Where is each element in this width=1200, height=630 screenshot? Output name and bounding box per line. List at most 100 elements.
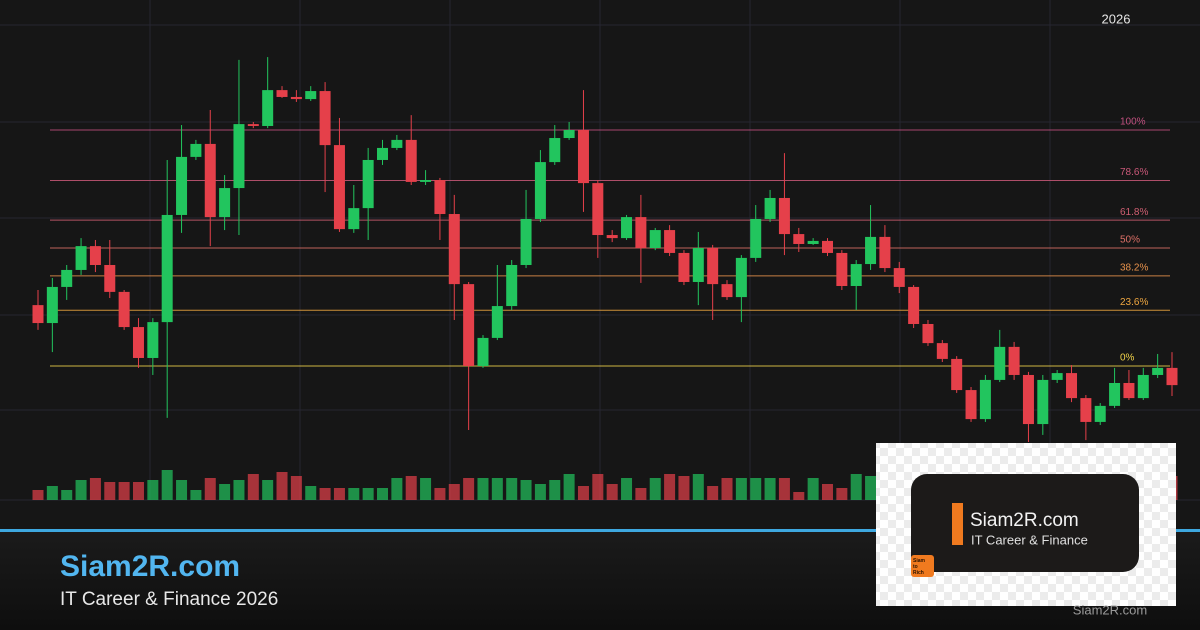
volume-bar [534, 484, 546, 500]
volume-bar [319, 488, 331, 500]
candle-body [563, 130, 575, 139]
volume-bar [46, 486, 58, 500]
candle-body [1022, 374, 1034, 425]
candle-body [477, 337, 489, 366]
volume-bar [61, 490, 73, 500]
volume-bar [362, 488, 374, 500]
candle-body [132, 327, 144, 358]
candle-body [764, 197, 776, 219]
candle-body [362, 159, 374, 209]
volume-bar [104, 482, 116, 500]
candle-body [233, 124, 245, 189]
candle-body [1080, 398, 1092, 422]
candle-body [204, 143, 216, 218]
candle-body [1123, 382, 1135, 399]
candle-body [577, 130, 589, 184]
candle-body [1051, 373, 1063, 380]
volume-bar [132, 482, 144, 500]
candle-body [434, 180, 446, 215]
volume-bar [549, 480, 561, 500]
volume-bar [276, 472, 288, 500]
candle-body [262, 90, 274, 126]
card-title: Siam2R.com [970, 510, 1079, 531]
candle-body [836, 252, 848, 286]
volume-bar [506, 478, 518, 500]
volume-bar [664, 474, 676, 500]
volume-bar [377, 488, 389, 500]
candle-body [735, 257, 747, 298]
volume-bar [32, 490, 44, 500]
candle-body [190, 143, 202, 157]
candle-body [821, 240, 833, 253]
candle-body [420, 180, 432, 182]
candle-body [592, 183, 604, 236]
volume-bar [821, 484, 833, 500]
candle-body [807, 240, 819, 244]
candle-body [721, 284, 733, 298]
logo-card: Siam2R.com IT Career & Finance Siam to R… [876, 443, 1176, 606]
candle-body [290, 96, 302, 100]
card [911, 474, 1139, 572]
candle-body [463, 284, 475, 366]
candle-body [305, 91, 317, 100]
candle-body [1166, 367, 1178, 386]
candle-body [61, 269, 73, 287]
volume-bar [448, 484, 460, 500]
volume-bar [491, 478, 503, 500]
volume-bar [405, 476, 417, 500]
volume-bar [247, 474, 259, 500]
candle-body [865, 236, 877, 265]
candle-body [147, 322, 159, 358]
fib-label: 50% [1120, 235, 1140, 246]
fib-label: 23.6% [1120, 297, 1148, 308]
candle-body [621, 217, 633, 239]
candle-body [506, 264, 518, 307]
candle-body [692, 248, 704, 282]
candle-body [520, 218, 532, 265]
volume-bar [434, 488, 446, 500]
candle-body [104, 264, 116, 292]
divider [0, 529, 1200, 532]
candle-body [1152, 367, 1164, 375]
volume-bar [463, 478, 475, 500]
volume-bar [649, 478, 661, 500]
candle-body [1137, 374, 1149, 399]
volume-bar [721, 478, 733, 500]
candle-body [1008, 346, 1020, 375]
volume-bar [89, 478, 101, 500]
candle-body [793, 234, 805, 244]
candle-body [606, 235, 618, 239]
candle-body [176, 156, 188, 215]
candle-body [491, 306, 503, 338]
candle-body [965, 390, 977, 420]
volume-bar [707, 486, 719, 500]
fib-label: 61.8% [1120, 207, 1148, 218]
fib-label: 0% [1120, 353, 1135, 364]
candle-body [46, 286, 58, 324]
volume-bar [850, 474, 862, 500]
candle-body [750, 218, 762, 258]
candle-body [247, 124, 259, 126]
candle-body [1037, 379, 1049, 425]
volume-bar [592, 474, 604, 500]
card-accent [952, 503, 963, 545]
volume-bar [477, 478, 489, 500]
volume-bar [520, 480, 532, 500]
volume-bar [577, 486, 589, 500]
candle-body [635, 217, 647, 248]
volume-bar [635, 488, 647, 500]
candle-body [879, 236, 891, 269]
volume-bar [75, 480, 87, 500]
volume-bar [219, 484, 231, 500]
candle-body [75, 246, 87, 270]
candle-body [707, 248, 719, 285]
candle-body [32, 305, 44, 324]
brand-title: Siam2R.com [60, 550, 240, 583]
candle-body [678, 252, 690, 282]
volume-bar [348, 488, 360, 500]
candle-body [951, 358, 963, 391]
candle-body [922, 323, 934, 344]
candle-body [219, 188, 231, 218]
candle-body [936, 343, 948, 359]
